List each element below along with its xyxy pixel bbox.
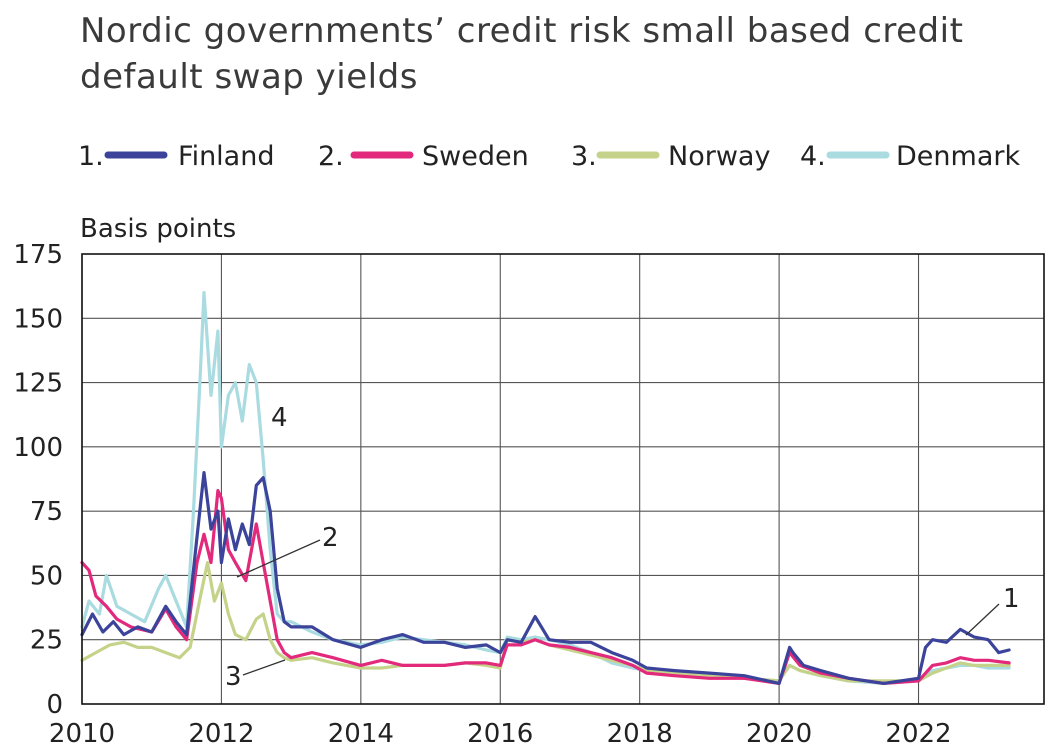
legend-label: Denmark [896, 141, 1020, 172]
x-tick-label: 2010 [49, 719, 115, 749]
y-axis-ticks: 0 25 50 75 100 125 150 175 [13, 240, 63, 720]
legend: 1. Finland 2. Sweden 3. Norway 4. Denmark [78, 141, 1020, 172]
x-tick-label: 2018 [607, 719, 673, 749]
y-tick-label: 75 [30, 497, 63, 527]
series-lines [80, 291, 1011, 685]
legend-number: 4. [800, 141, 826, 172]
legend-label: Norway [668, 141, 770, 172]
legend-number: 1. [78, 141, 104, 172]
series-annotation-3: 3 [225, 662, 242, 692]
chart-title: Nordic governments’ credit risk small ba… [80, 11, 964, 97]
x-axis-ticks: 2010 2012 2014 2016 2018 2020 2022 [49, 719, 952, 749]
x-tick-label: 2014 [328, 719, 394, 749]
legend-label: Finland [178, 141, 274, 172]
x-tick-label: 2016 [467, 719, 533, 749]
y-tick-label: 0 [46, 690, 63, 720]
legend-number: 2. [318, 141, 344, 172]
series-annotations: 1 2 3 4 [225, 403, 1020, 692]
series-annotation-2: 2 [322, 523, 339, 553]
x-tick-label: 2012 [188, 719, 254, 749]
legend-label: Sweden [422, 141, 529, 172]
x-tick-label: 2022 [885, 719, 951, 749]
y-tick-label: 25 [30, 626, 63, 656]
series-annotation-1: 1 [1003, 584, 1020, 614]
x-tick-label: 2020 [746, 719, 812, 749]
y-tick-label: 175 [13, 240, 63, 270]
y-tick-label: 100 [13, 433, 63, 463]
series-annotation-4: 4 [271, 403, 288, 433]
annotation-leader-3 [242, 659, 286, 676]
y-tick-label: 125 [13, 369, 63, 399]
gridlines [81, 253, 1044, 705]
legend-number: 3. [571, 141, 597, 172]
series-line-finland [80, 471, 1011, 685]
y-tick-label: 50 [30, 561, 63, 591]
y-tick-label: 150 [13, 304, 63, 334]
y-axis-label: Basis points [80, 214, 236, 244]
annotation-leader-2 [236, 539, 321, 578]
annotation-leader-1 [965, 603, 1000, 636]
plot-frame [81, 253, 1045, 705]
